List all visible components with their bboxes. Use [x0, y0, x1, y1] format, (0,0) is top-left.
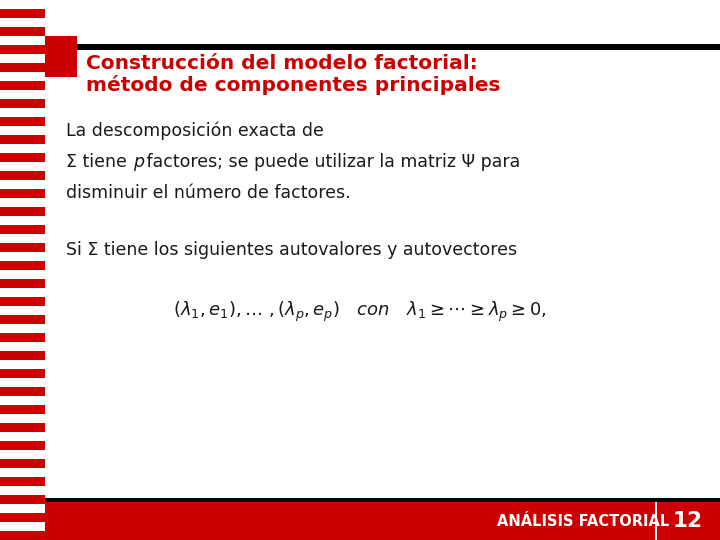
Bar — [0, 270, 45, 279]
Bar — [0, 288, 45, 297]
Bar — [45, 36, 77, 77]
Bar — [0, 45, 45, 54]
Bar — [0, 369, 45, 378]
Bar — [0, 504, 45, 513]
Bar — [0, 135, 45, 144]
Bar — [0, 477, 45, 486]
Bar — [0, 243, 45, 252]
Bar — [0, 99, 45, 108]
Text: ANÁLISIS FACTORIAL: ANÁLISIS FACTORIAL — [497, 514, 669, 529]
Bar — [0, 378, 45, 387]
Bar — [0, 441, 45, 450]
Bar — [0, 450, 45, 459]
Bar — [0, 324, 45, 333]
Text: $(\lambda_1,e_1),\ldots\ ,(\lambda_p,e_p)\quad\mathit{con}\quad \lambda_1\geq\cd: $(\lambda_1,e_1),\ldots\ ,(\lambda_p,e_p… — [173, 300, 547, 324]
Bar — [0, 495, 45, 504]
Bar — [0, 198, 45, 207]
Text: La descomposición exacta de: La descomposición exacta de — [66, 122, 324, 140]
Text: método de componentes principales: método de componentes principales — [86, 75, 500, 94]
Bar — [0, 162, 45, 171]
Bar — [0, 459, 45, 468]
Bar — [0, 279, 45, 288]
Bar — [0, 234, 45, 243]
Bar — [0, 531, 45, 540]
Bar — [0, 522, 45, 531]
Bar — [0, 180, 45, 189]
Text: 12: 12 — [672, 511, 703, 531]
Text: disminuir el número de factores.: disminuir el número de factores. — [66, 184, 351, 202]
Bar — [0, 18, 45, 27]
Bar — [0, 171, 45, 180]
Bar — [0, 216, 45, 225]
Text: p: p — [133, 153, 144, 171]
Bar — [0, 414, 45, 423]
Bar — [655, 502, 657, 540]
Bar — [0, 396, 45, 405]
Bar — [45, 44, 720, 50]
Bar — [45, 502, 720, 540]
Bar — [0, 153, 45, 162]
Bar — [0, 117, 45, 126]
Bar — [0, 207, 45, 216]
Bar — [0, 36, 45, 45]
Bar — [0, 9, 45, 18]
Text: Si Σ tiene los siguientes autovalores y autovectores: Si Σ tiene los siguientes autovalores y … — [66, 240, 518, 259]
Bar — [0, 513, 45, 522]
Bar — [0, 108, 45, 117]
Bar — [0, 351, 45, 360]
Bar — [0, 27, 45, 36]
Bar — [0, 54, 45, 63]
Text: Construcción del modelo factorial:: Construcción del modelo factorial: — [86, 54, 477, 73]
Bar — [0, 261, 45, 270]
Bar — [0, 423, 45, 432]
Bar — [0, 126, 45, 135]
Bar — [0, 315, 45, 324]
Bar — [0, 225, 45, 234]
Bar — [0, 81, 45, 90]
Bar — [0, 306, 45, 315]
Bar — [0, 72, 45, 81]
Bar — [0, 342, 45, 351]
Bar — [0, 333, 45, 342]
Bar — [0, 297, 45, 306]
Bar — [0, 144, 45, 153]
Bar — [0, 486, 45, 495]
Bar — [0, 0, 45, 9]
Bar — [0, 432, 45, 441]
Bar — [0, 360, 45, 369]
Bar — [0, 405, 45, 414]
Bar — [0, 387, 45, 396]
Bar — [0, 468, 45, 477]
Bar — [0, 252, 45, 261]
Bar — [45, 498, 720, 502]
Bar — [0, 90, 45, 99]
Text: Σ tiene: Σ tiene — [66, 153, 132, 171]
Text: factores; se puede utilizar la matriz Ψ para: factores; se puede utilizar la matriz Ψ … — [141, 153, 521, 171]
Bar — [0, 63, 45, 72]
Bar — [0, 189, 45, 198]
